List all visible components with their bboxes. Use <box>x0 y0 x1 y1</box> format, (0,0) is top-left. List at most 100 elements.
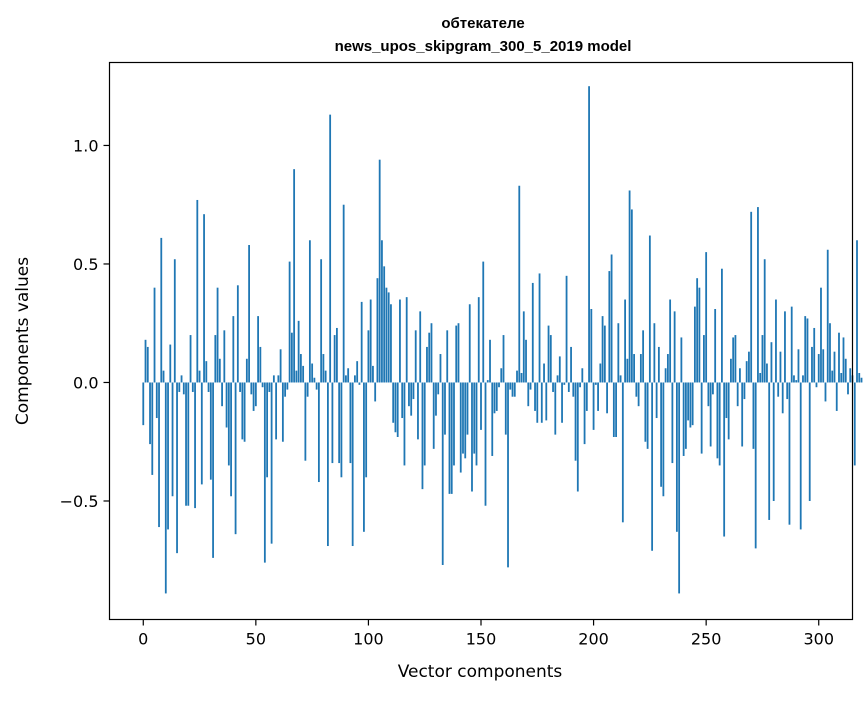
bar-component-36 <box>223 330 226 383</box>
bar-component-75 <box>311 363 314 383</box>
bar-component-124 <box>421 382 424 490</box>
bar-component-5 <box>153 287 156 383</box>
bar-component-38 <box>227 382 230 466</box>
bar-component-158 <box>498 382 500 388</box>
bar-component-199 <box>590 309 593 383</box>
bar-component-21 <box>189 335 192 383</box>
bar-component-304 <box>826 249 829 383</box>
bar-component-233 <box>666 354 669 383</box>
bar-component-190 <box>570 346 572 383</box>
bar-component-141 <box>459 382 462 473</box>
bar-component-170 <box>525 339 527 383</box>
bar-component-140 <box>457 323 460 383</box>
bar-component-210 <box>615 382 617 437</box>
bar-component-159 <box>500 368 503 383</box>
bar-component-88 <box>340 382 343 478</box>
bar-component-239 <box>680 337 683 383</box>
bar-component-295 <box>806 318 809 383</box>
y-tick-label: 1.0 <box>73 136 98 155</box>
bars <box>142 86 863 594</box>
bar-component-302 <box>822 349 825 383</box>
bar-component-201 <box>594 382 597 385</box>
bar-component-204 <box>601 316 604 383</box>
bar-component-32 <box>214 335 217 383</box>
bar-component-9 <box>162 370 165 383</box>
bar-component-290 <box>795 380 798 383</box>
bar-component-116 <box>403 382 406 466</box>
bar-component-291 <box>797 349 800 383</box>
x-tick-label: 100 <box>353 630 384 649</box>
bar-component-7 <box>158 382 160 528</box>
bar-component-138 <box>453 382 455 466</box>
bar-component-219 <box>635 382 638 397</box>
bar-component-215 <box>626 358 629 383</box>
bar-component-230 <box>660 382 663 487</box>
y-tick-label: 0.5 <box>73 255 98 274</box>
bar-component-195 <box>581 368 584 383</box>
bar-component-0 <box>142 382 145 426</box>
bar-component-229 <box>657 346 660 383</box>
bar-component-293 <box>802 375 804 383</box>
bar-component-11 <box>167 382 169 530</box>
bar-component-145 <box>468 304 471 383</box>
bar-component-80 <box>322 354 325 383</box>
bar-component-65 <box>288 261 291 383</box>
bar-component-234 <box>669 299 672 383</box>
bar-component-288 <box>790 306 793 383</box>
bar-component-268 <box>745 361 748 383</box>
bar-component-20 <box>187 382 190 506</box>
bar-component-73 <box>306 382 309 397</box>
bar-component-69 <box>297 320 300 383</box>
bar-component-6 <box>155 382 158 419</box>
bar-component-135 <box>446 330 449 383</box>
x-axis-label: Vector components <box>398 662 563 682</box>
bar-component-176 <box>538 273 541 383</box>
y-tick-label: −0.5 <box>60 492 99 511</box>
bar-component-266 <box>741 382 744 447</box>
bar-component-249 <box>703 335 705 383</box>
bar-component-251 <box>707 382 710 407</box>
bar-component-217 <box>630 209 633 383</box>
bar-component-272 <box>754 382 757 549</box>
bar-component-122 <box>417 382 419 440</box>
bar-component-189 <box>567 382 570 392</box>
bar-component-106 <box>381 240 383 383</box>
bar-component-79 <box>320 259 323 383</box>
bar-component-306 <box>831 370 834 383</box>
bar-component-62 <box>281 382 284 442</box>
bar-component-185 <box>558 356 561 383</box>
bar-component-241 <box>684 382 687 449</box>
bar-component-265 <box>739 368 741 383</box>
bar-component-194 <box>579 382 581 388</box>
bar-component-155 <box>491 382 494 456</box>
bar-component-113 <box>396 382 399 437</box>
bar-component-286 <box>786 382 789 400</box>
bar-component-227 <box>653 323 656 383</box>
bar-component-214 <box>624 299 626 383</box>
bar-component-57 <box>270 382 273 544</box>
bar-component-4 <box>151 382 154 475</box>
bar-component-142 <box>462 382 464 454</box>
bar-component-112 <box>394 382 397 433</box>
bar-component-103 <box>374 382 377 402</box>
bar-component-264 <box>736 382 739 407</box>
bar-component-244 <box>691 382 694 426</box>
bar-component-147 <box>473 382 476 454</box>
bar-component-261 <box>730 358 732 383</box>
bar-component-298 <box>813 327 816 383</box>
bar-component-55 <box>266 382 269 478</box>
bar-component-285 <box>784 311 786 383</box>
bar-component-273 <box>757 207 759 383</box>
bar-component-130 <box>435 382 437 416</box>
bar-component-163 <box>509 382 512 390</box>
bar-component-218 <box>633 354 635 383</box>
bar-component-236 <box>673 311 676 383</box>
bar-component-169 <box>522 311 525 383</box>
bar-component-64 <box>286 382 289 390</box>
bar-component-296 <box>808 382 811 501</box>
bar-component-156 <box>493 382 496 414</box>
bar-component-117 <box>405 297 408 383</box>
x-tick-label: 0 <box>138 630 148 649</box>
bar-component-168 <box>520 373 523 383</box>
x-axis-ticks: 0 50 100 150 200 250 300 <box>138 619 834 649</box>
